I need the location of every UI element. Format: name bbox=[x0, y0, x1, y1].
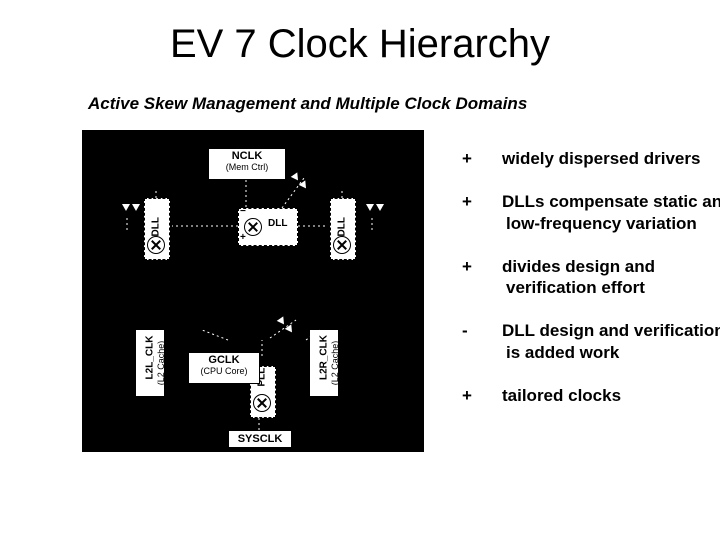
bullet-item: +tailored clocks bbox=[484, 385, 720, 406]
bullet-item: +DLLs compensate static and low-frequenc… bbox=[484, 191, 720, 234]
triangle-icon bbox=[277, 316, 288, 326]
clock-hierarchy-diagram: SYSCLK PLL + − DLL − + DLL + − bbox=[82, 130, 424, 452]
gear-icon bbox=[333, 236, 351, 254]
page-title: EV 7 Clock Hierarchy bbox=[0, 22, 720, 67]
dll-left-block: DLL + − bbox=[144, 198, 168, 258]
subtitle: Active Skew Management and Multiple Cloc… bbox=[88, 94, 527, 114]
plus-icon: + bbox=[484, 148, 502, 169]
dll-right-block: DLL + − bbox=[330, 198, 354, 258]
slide: EV 7 Clock Hierarchy Active Skew Managem… bbox=[0, 0, 720, 540]
triangle-icon bbox=[376, 204, 384, 211]
triangle-icon bbox=[285, 324, 296, 334]
plus-icon: + bbox=[484, 191, 502, 212]
bullet-item: -DLL design and verification is added wo… bbox=[484, 320, 720, 363]
bullet-item: +divides design and verification effort bbox=[484, 256, 720, 299]
gear-icon bbox=[244, 218, 262, 236]
plus-icon: + bbox=[484, 256, 502, 277]
triangle-icon bbox=[299, 180, 310, 190]
l2r-box: L2R_CLK (L2 Cache) bbox=[310, 330, 338, 396]
triangle-icon bbox=[132, 204, 140, 211]
nclk-box: NCLK (Mem Ctrl) bbox=[208, 148, 286, 180]
dll-center-block: DLL − + bbox=[238, 208, 296, 244]
gear-icon bbox=[147, 236, 165, 254]
minus-icon: - bbox=[484, 320, 502, 341]
bullet-list: +widely dispersed drivers +DLLs compensa… bbox=[444, 148, 720, 428]
gear-icon bbox=[253, 394, 271, 412]
triangle-icon bbox=[366, 204, 374, 211]
triangle-icon bbox=[291, 172, 302, 182]
l2l-box: L2L_CLK (L2 Cache) bbox=[136, 330, 164, 396]
gclk-box: GCLK (CPU Core) bbox=[188, 352, 260, 384]
bullet-item: +widely dispersed drivers bbox=[484, 148, 720, 169]
plus-icon: + bbox=[484, 385, 502, 406]
triangle-icon bbox=[122, 204, 130, 211]
sysclk-box: SYSCLK bbox=[228, 430, 292, 448]
